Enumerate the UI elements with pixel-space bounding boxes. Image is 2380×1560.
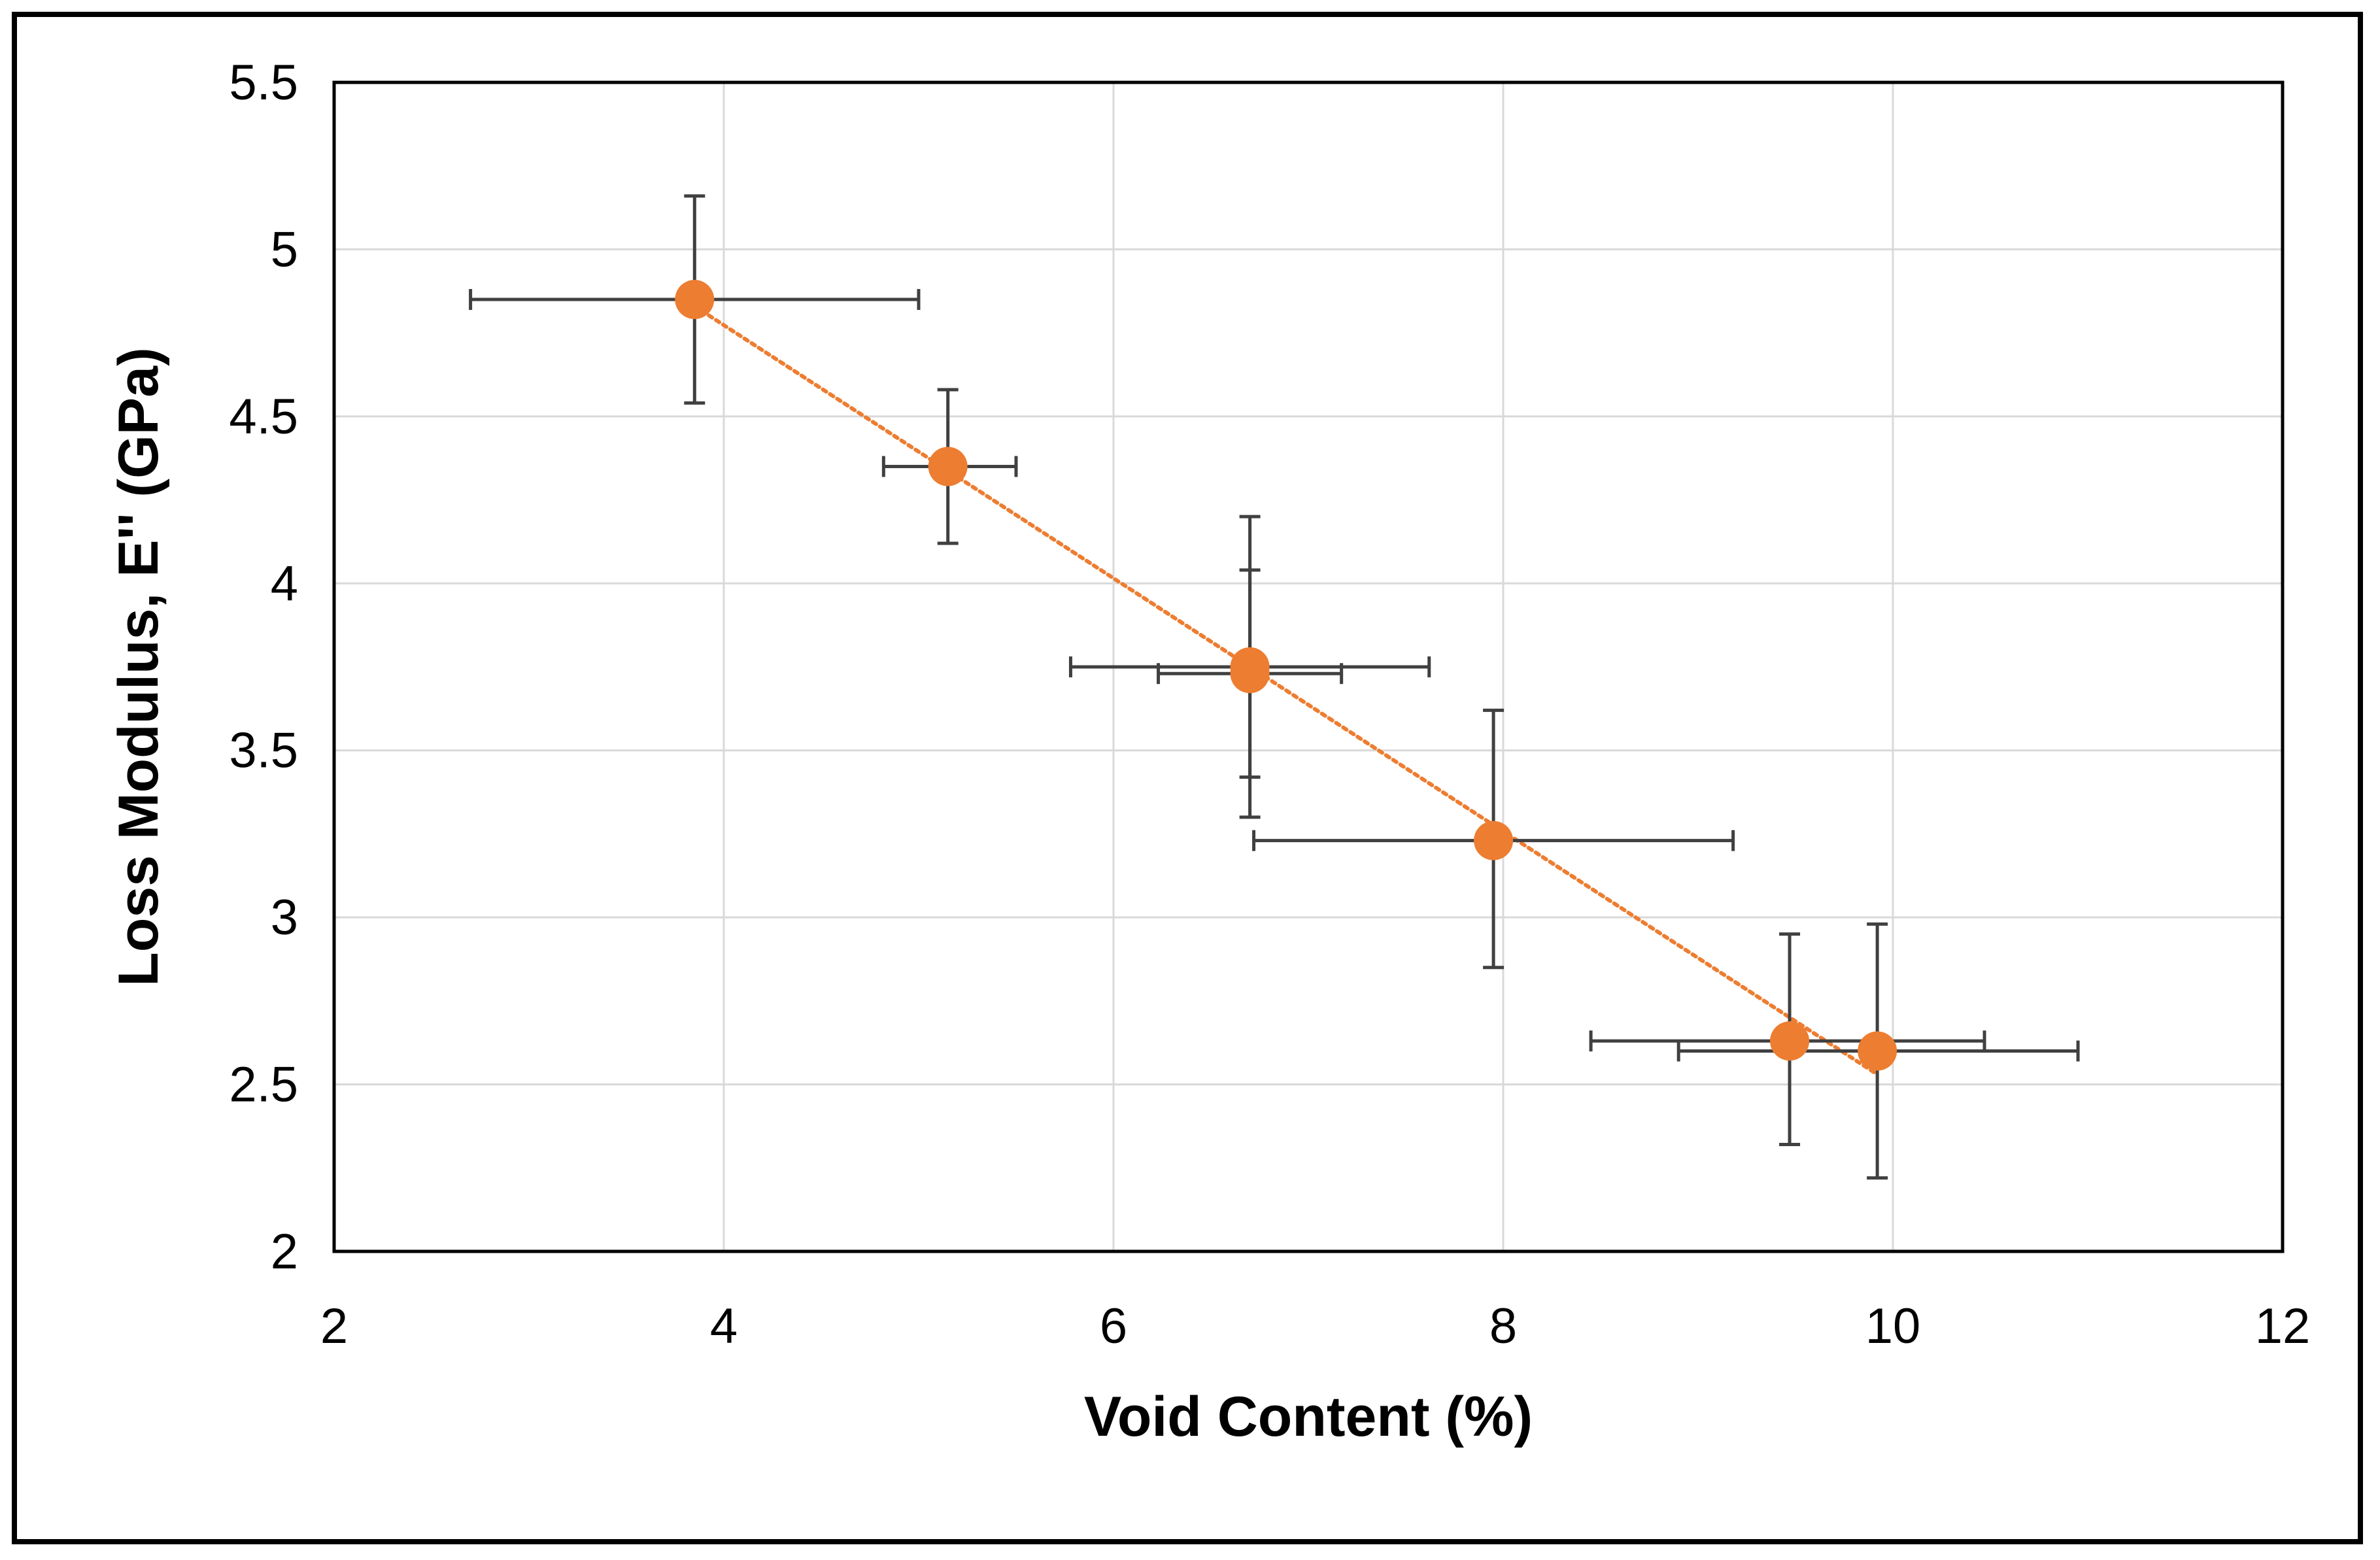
trendline-layer (692, 304, 1880, 1077)
x-tick-label: 4 (710, 1298, 738, 1354)
chart-svg: 2 4 6 8 10 12 2 2.5 3 3.5 4 4.5 5 5.5 Void Content (… (107, 55, 2310, 1448)
chart-frame: 2 4 6 8 10 12 2 2.5 3 3.5 4 4.5 5 5.5 Void Content (… (12, 12, 2363, 1544)
errorbar-layer (469, 194, 2080, 1180)
x-tick-label: 2 (320, 1298, 348, 1354)
trendline (692, 304, 1880, 1077)
y-tick-label: 2 (271, 1224, 298, 1280)
data-point-3 (1230, 654, 1270, 694)
x-tick-label: 8 (1489, 1298, 1517, 1354)
x-tick-labels: 2 4 6 8 10 12 (320, 1298, 2310, 1354)
x-tick-label: 12 (2255, 1298, 2311, 1354)
y-tick-label: 3.5 (229, 723, 298, 779)
data-point-0 (675, 280, 715, 320)
y-tick-label: 5.5 (229, 55, 298, 110)
y-tick-labels: 2 2.5 3 3.5 4 4.5 5 5.5 (229, 55, 298, 1280)
y-tick-label: 4 (271, 556, 298, 611)
data-point-1 (928, 447, 968, 486)
y-tick-label: 5 (271, 222, 298, 277)
data-point-4 (1474, 821, 1514, 860)
plot-area-border (332, 80, 2285, 1253)
y-tick-label: 3 (271, 890, 298, 945)
grid (334, 82, 2283, 1251)
x-tick-label: 6 (1100, 1298, 1127, 1354)
x-axis-title: Void Content (%) (1084, 1385, 1533, 1448)
data-point-5 (1770, 1021, 1810, 1061)
points-layer (675, 280, 1897, 1071)
data-point-6 (1858, 1031, 1897, 1071)
x-tick-label: 10 (1865, 1298, 1921, 1354)
y-tick-label: 2.5 (229, 1057, 298, 1113)
y-axis-title: Loss Modulus, E'' (GPa) (107, 347, 170, 986)
y-tick-label: 4.5 (229, 389, 298, 445)
